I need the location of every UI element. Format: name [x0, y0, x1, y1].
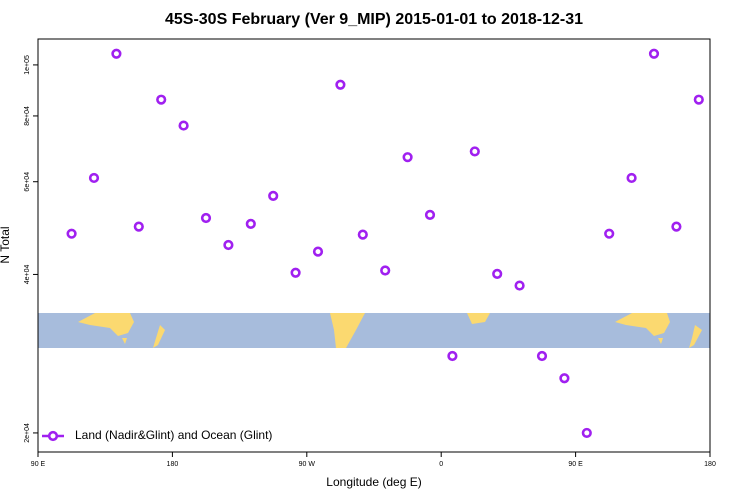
point	[357, 229, 368, 240]
point	[402, 152, 413, 163]
point	[581, 427, 592, 439]
y-tick-label: 4e+04	[24, 265, 31, 285]
point	[88, 172, 100, 184]
point	[424, 209, 436, 220]
point	[268, 190, 279, 201]
x-tick-label: 0	[439, 461, 443, 468]
point	[648, 48, 660, 59]
point	[335, 79, 346, 90]
point	[447, 350, 458, 362]
chart-title: 45S-30S February (Ver 9_MIP) 2015-01-01 …	[165, 11, 583, 28]
plot-frame	[37, 38, 711, 453]
y-tick-label: 2e+04	[24, 423, 31, 443]
point	[200, 212, 212, 224]
point	[245, 218, 256, 229]
y-tick-label: 6e+04	[24, 172, 31, 192]
x-tick-label: 90 E	[568, 461, 583, 468]
point	[66, 228, 77, 239]
point	[693, 94, 704, 105]
legend-label: Land (Nadir&Glint) and Ocean (Glint)	[75, 428, 272, 442]
point	[380, 265, 391, 276]
point	[133, 221, 144, 232]
map-band	[38, 313, 710, 348]
y-axis-label: N Total	[0, 226, 12, 263]
point	[514, 280, 525, 291]
point	[290, 267, 301, 278]
point	[626, 172, 637, 184]
point	[111, 48, 122, 59]
x-tick-label: 180	[704, 461, 716, 468]
point	[312, 246, 324, 257]
x-tick-label: 90 E	[31, 461, 46, 468]
point	[559, 373, 570, 384]
x-tick-label: 90 W	[299, 461, 316, 468]
point	[671, 221, 682, 232]
point	[492, 268, 503, 279]
legend-marker	[47, 430, 59, 442]
point	[604, 228, 615, 239]
x-tick-label: 180	[167, 461, 179, 468]
point	[536, 350, 548, 362]
x-axis-label: Longitude (deg E)	[326, 475, 421, 489]
point	[469, 146, 480, 157]
point	[178, 120, 189, 131]
y-tick-label: 1e+05	[24, 55, 31, 75]
point	[223, 239, 234, 251]
y-tick-label: 8e+04	[24, 106, 31, 126]
point	[156, 94, 167, 105]
